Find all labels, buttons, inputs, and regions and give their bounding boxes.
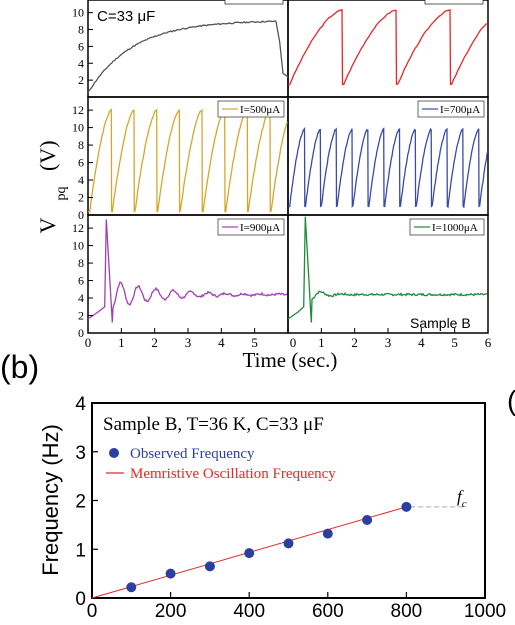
x-tick-label: 2 [151,335,158,350]
legend-label: I=500μA [240,104,280,116]
trace-bottom-left [87,219,288,323]
panel-top-right-frame [287,0,489,98]
trace-bottom-right [287,216,488,323]
x-tick-label: 2 [351,335,358,350]
y-tick-label: 10 [72,239,84,253]
x-tick-label: 400 [233,601,265,620]
x-tick-label: 600 [312,601,344,620]
y-tick-label: 6 [78,156,84,170]
y-label-main: V [35,218,60,234]
chart-title: Sample B, T=36 K, C=33 μF [103,414,324,435]
capacitance-label: C=33 μF [97,8,155,25]
y-label-unit: (V) [35,140,60,171]
y-tick-label: 2 [78,73,84,87]
x-tick-label: 800 [391,601,423,620]
y-tick-label: 3 [75,443,86,464]
svg-text:V pq (V): V pq (V) [35,140,70,233]
voltage-traces [87,8,489,323]
y-tick-label: 8 [78,138,84,152]
data-series [91,501,465,599]
y-tick-label: 1 [75,540,86,561]
x-tick-label: 4 [418,335,425,350]
y-axis-label: Frequency (Hz) [38,424,63,576]
y-tick-label: 2 [78,309,84,323]
x-tick-label: 200 [155,601,187,620]
x-tick-label: 1 [118,335,125,350]
y-tick-label: 4 [78,173,84,187]
legend-box-top-left [224,0,284,5]
data-point [126,582,137,593]
right-edge-glyph: ( [507,385,515,416]
y-tick-label: 0 [78,326,84,340]
y-axis-label-top-figure: V pq (V) [35,140,70,233]
x-axis-label-top-figure: Time (sec.) [243,348,338,372]
panel-legends: I=500μA I=700μA I=900μA I=1000μA [217,100,485,236]
y-tick-label: 4 [75,394,86,415]
legend-box [409,218,485,236]
y-tick-label: 6 [78,274,84,288]
y-ticks-mid: 0 2 4 6 8 10 12 [72,103,93,222]
legend-box [217,218,285,236]
data-point [401,501,412,512]
data-point [204,561,215,572]
y-tick-label: 4 [78,291,84,305]
y-tick-label: 8 [78,23,84,37]
axis-ticks: 0 200 400 600 800 1000 0 1 2 3 4 [75,394,506,622]
frequency-chart: 0 200 400 600 800 1000 0 1 2 3 4 Observed Frequenc… [38,394,506,622]
x-tick-label: 1000 [464,601,506,620]
y-label-sub: pq [54,187,69,201]
data-point [283,538,294,549]
legend-marker-observed [109,448,119,458]
trace-top-left [87,20,289,93]
y-tick-label: 4 [78,56,84,70]
x-tick-label: 5 [451,335,458,350]
legend-box [417,100,485,118]
y-ticks-bottom: 0 2 4 6 8 10 12 [72,221,93,340]
trace-mid-left [87,107,288,214]
fc-label: fc [457,487,467,510]
y-tick-label: 10 [72,6,84,20]
data-point [362,515,373,525]
legend-label-fit: Memristive Oscillation Frequency [130,466,336,482]
legend-label: I=900μA [240,222,280,234]
y-tick-label: 6 [78,39,84,53]
fc-sub: c [462,498,467,510]
y-tick-label: 12 [72,221,84,235]
x-tick-label: 6 [485,335,492,350]
data-point [244,548,255,559]
data-point [322,528,333,539]
legend-box [217,100,285,118]
x-tick-label: 3 [385,335,392,350]
y-tick-label: 8 [78,256,84,270]
y-ticks-top: 2 4 6 8 10 [72,6,93,87]
y-tick-label: 12 [72,103,84,117]
x-tick-label: 4 [218,335,225,350]
y-tick-label: 0 [75,589,86,610]
x-tick-label: 3 [185,335,192,350]
legend-label: I=700μA [440,104,480,116]
y-tick-label: 2 [78,191,84,205]
legend-label-observed: Observed Frequency [130,446,255,462]
trace-mid-right [287,126,489,209]
y-tick-label: 0 [78,208,84,222]
x-tick-label: 1 [318,335,325,350]
sample-label: Sample B [410,315,471,331]
x-tick-label: 5 [251,335,258,350]
x-tick-label: 0 [85,335,92,350]
legend-label: I=1000μA [432,222,478,234]
x-ticks-top-figure: 0 0 1 1 2 2 3 3 4 4 5 5 6 [85,328,492,350]
trace-top-right [287,8,488,86]
y-tick-label: 2 [75,492,86,513]
legend-box-top-right [424,0,484,5]
panel-b-label: (b) [0,349,39,385]
x-tick-label: 0 [87,601,98,620]
data-point [165,568,176,579]
x-tick-label: 0 [290,335,297,350]
y-tick-label: 10 [72,121,84,135]
fc-main: f [457,487,464,506]
chart-legend: Observed Frequency Memristive Oscillation… [106,446,336,482]
